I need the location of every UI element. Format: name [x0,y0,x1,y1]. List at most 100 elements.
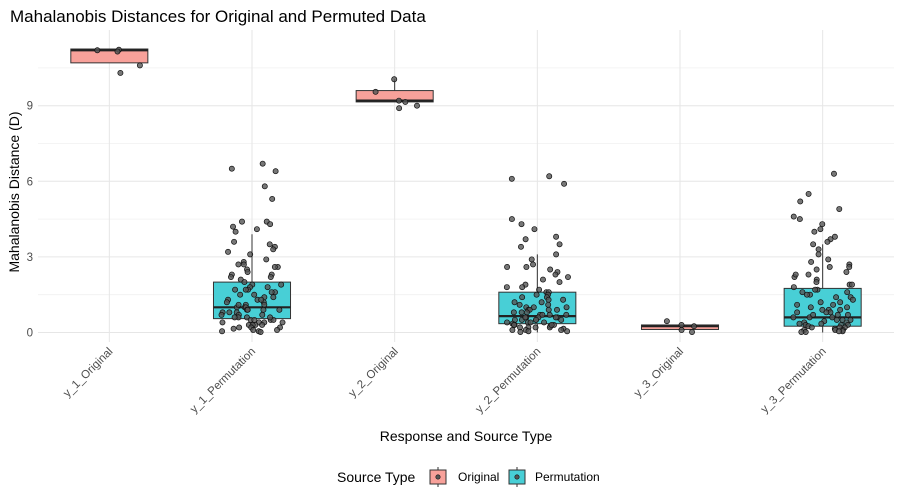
data-point [541,319,547,326]
data-point [553,251,560,258]
data-point [232,286,239,293]
data-point [833,316,840,323]
data-point [530,261,536,268]
data-point [504,264,511,270]
data-point [391,76,398,83]
data-point [518,309,525,316]
legend-label: Original [458,470,499,484]
data-point [114,48,121,55]
data-point [849,296,856,303]
data-point [790,314,797,321]
box [355,90,434,103]
data-point [270,294,277,301]
data-point [691,323,697,330]
data-point [414,102,420,109]
data-point [836,328,842,335]
data-point [811,228,818,235]
y-tick-label: 3 [27,252,33,264]
jitter-points [94,46,856,335]
data-point [552,314,559,321]
data-point [678,327,685,333]
data-point [810,241,817,248]
data-point [528,256,535,263]
data-point [270,246,277,253]
data-point [219,319,226,326]
data-point [803,291,810,298]
data-point [533,316,539,323]
data-point [402,98,409,105]
data-point [236,324,243,331]
data-point [552,271,559,278]
data-point [258,296,265,303]
data-point [267,274,274,281]
data-point [797,198,804,205]
data-point [837,306,844,313]
data-point [242,286,249,293]
data-point [561,180,568,187]
data-point [223,299,230,306]
data-point [241,279,248,286]
data-point [511,299,518,306]
data-point [844,289,851,296]
data-point [235,261,242,268]
data-point [235,301,242,308]
data-point [819,306,826,313]
data-point [805,271,812,278]
data-point [117,69,124,76]
data-point [518,221,525,228]
data-point [259,311,266,318]
data-point [546,173,553,180]
data-point [556,279,563,286]
data-point [825,256,832,263]
y-tick-label: 9 [27,101,33,113]
y-axis-title: Mahalanobis Distance (D) [6,111,22,272]
data-point [558,316,565,323]
data-point [563,304,570,311]
data-point [232,228,239,235]
x-axis-title: Response and Source Type [380,428,553,444]
data-point [560,296,567,303]
data-point [503,284,510,291]
data-point [813,266,820,273]
data-point [556,241,563,248]
data-point [558,327,565,333]
data-point [227,274,234,281]
data-point [267,314,273,321]
data-point [805,190,812,197]
data-point [519,294,526,301]
data-point [244,306,251,313]
data-point [819,221,826,228]
data-point [523,264,530,270]
box [70,48,149,64]
data-point [511,321,518,328]
data-point [807,304,814,311]
data-point [826,264,833,270]
data-point [845,311,851,318]
data-point [844,304,850,311]
data-point [796,320,803,327]
data-point [274,327,280,333]
chart-title: Mahalanobis Distances for Original and P… [10,7,426,26]
data-point [830,301,837,308]
data-point [792,271,799,278]
data-point [263,256,270,263]
data-point [251,291,258,298]
data-point [516,301,523,308]
data-point [565,274,571,281]
data-point [564,328,571,335]
data-point [517,329,524,335]
data-point [240,261,247,268]
data-point [261,183,268,190]
data-point [522,314,529,321]
legend-label: Permutation [535,470,600,484]
data-point [260,306,267,313]
legend: Source Type Original Permutation [337,467,600,487]
data-point [545,296,552,303]
data-point [815,251,822,258]
data-point [849,281,855,288]
data-point [264,284,271,291]
data-point [843,269,850,275]
data-point [523,309,530,316]
